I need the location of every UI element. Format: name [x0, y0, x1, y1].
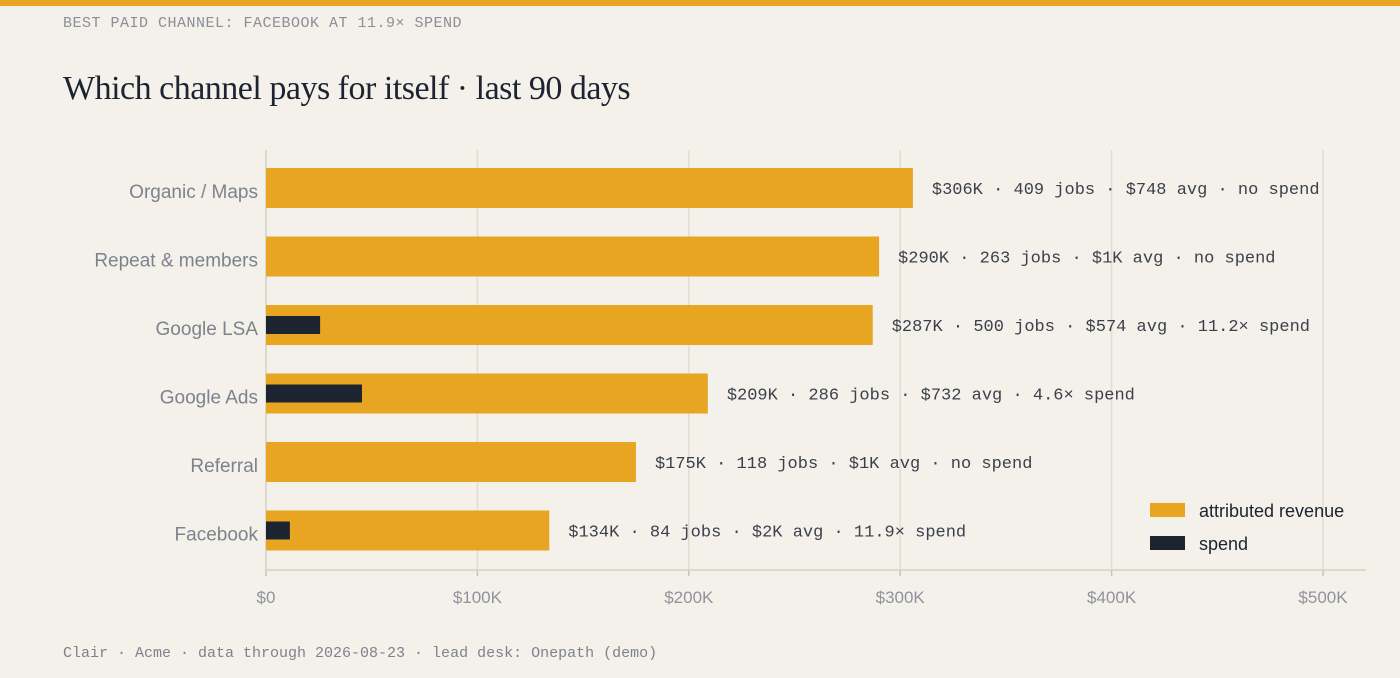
legend-label: attributed revenue — [1199, 501, 1344, 521]
category-label: Organic / Maps — [129, 182, 258, 203]
legend-swatch-revenue — [1150, 503, 1185, 517]
accent-top-bar — [0, 0, 1400, 6]
chart-footer: Clair · Acme · data through 2026-08-23 ·… — [63, 645, 658, 662]
x-tick-label: $100K — [453, 588, 503, 607]
category-label: Google Ads — [160, 388, 258, 409]
data-label: $209K · 286 jobs · $732 avg · 4.6× spend — [727, 387, 1135, 406]
x-tick-label: $0 — [257, 588, 276, 607]
x-tick-label: $400K — [1087, 588, 1137, 607]
category-label: Repeat & members — [94, 251, 258, 272]
revenue-bar — [266, 442, 636, 482]
chart-kicker: BEST PAID CHANNEL: FACEBOOK AT 11.9× SPE… — [63, 15, 463, 32]
data-label: $290K · 263 jobs · $1K avg · no spend — [898, 250, 1275, 269]
legend-swatch-spend — [1150, 536, 1185, 550]
revenue-bar — [266, 510, 550, 551]
category-label: Facebook — [175, 525, 259, 546]
data-label: $306K · 409 jobs · $748 avg · no spend — [932, 181, 1320, 200]
revenue-bar — [266, 305, 873, 345]
x-tick-label: $200K — [664, 588, 714, 607]
category-label: Referral — [190, 456, 258, 477]
legend-label: spend — [1199, 534, 1248, 554]
data-label: $134K · 84 jobs · $2K avg · 11.9× spend — [568, 524, 966, 543]
x-tick-label: $300K — [876, 588, 926, 607]
revenue-bar — [266, 168, 913, 208]
x-tick-label: $500K — [1298, 588, 1348, 607]
spend-bar — [266, 316, 321, 334]
data-label: $287K · 500 jobs · $574 avg · 11.2× spen… — [892, 318, 1310, 337]
spend-bar — [266, 521, 290, 540]
chart-title: Which channel pays for itself · last 90 … — [63, 70, 631, 107]
spend-bar — [266, 384, 362, 403]
category-label: Google LSA — [156, 319, 259, 340]
revenue-bar — [266, 236, 880, 277]
data-label: $175K · 118 jobs · $1K avg · no spend — [655, 455, 1032, 474]
